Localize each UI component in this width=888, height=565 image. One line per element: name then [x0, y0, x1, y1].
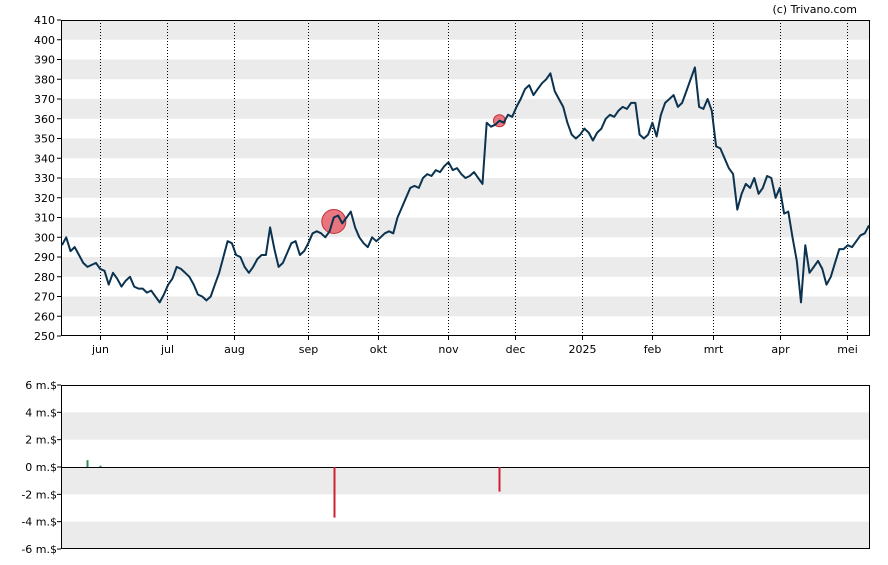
- volume-frame: [61, 385, 870, 549]
- price-band: [61, 178, 870, 198]
- price-band: [61, 217, 870, 238]
- volume-band: [61, 467, 870, 495]
- price-y-tick-label: 340: [34, 152, 55, 165]
- volume-band: [61, 412, 870, 440]
- price-y-tick-label: 250: [34, 330, 55, 343]
- price-panel: 250 260 270 280 290 300 310 320 330 340 350 360 370 3…: [34, 14, 870, 356]
- price-x-tick-label: mei: [837, 343, 858, 356]
- price-y-tick-label: 350: [34, 133, 55, 146]
- price-y-tick-label: 330: [34, 172, 55, 185]
- price-y-tick-label: 380: [34, 73, 55, 86]
- volume-y-tick-label: -4 m.$: [21, 516, 57, 529]
- volume-y-tick-label: -2 m.$: [21, 488, 57, 501]
- price-y-tick-label: 280: [34, 271, 55, 284]
- price-x-tick-label: aug: [224, 343, 245, 356]
- insider-volume-panel: 6 m.$ 4 m.$ 2 m.$ 0 m.$ -2 m.$ -4 m.$ -6 m.$: [21, 379, 870, 556]
- price-frame: [61, 20, 870, 336]
- price-y-tick-label: 390: [34, 54, 55, 67]
- price-x-tick-label: dec: [506, 343, 526, 356]
- price-x-tick-label: mrt: [704, 343, 724, 356]
- price-x-tick-label: feb: [644, 343, 662, 356]
- price-band: [61, 99, 870, 119]
- volume-band: [61, 521, 870, 549]
- price-band: [61, 296, 870, 317]
- volume-y-ticks: 6 m.$ 4 m.$ 2 m.$ 0 m.$ -2 m.$ -4 m.$ -6 m.$: [21, 379, 61, 556]
- price-y-tick-label: 270: [34, 291, 55, 304]
- volume-y-tick-label: 0 m.$: [25, 461, 57, 474]
- volume-bars: [86, 460, 501, 518]
- volume-y-tick-label: 4 m.$: [25, 406, 57, 419]
- price-bands: [61, 20, 870, 317]
- trade-marker: [321, 208, 347, 234]
- price-y-tick-label: 320: [34, 192, 55, 205]
- price-y-ticks: 250 260 270 280 290 300 310 320 330 340 350 360 370 3…: [34, 14, 61, 343]
- price-x-tick-label: jul: [160, 343, 174, 356]
- price-band: [61, 138, 870, 159]
- price-y-tick-label: 300: [34, 231, 55, 244]
- price-band: [61, 59, 870, 80]
- price-x-tick-label: jun: [91, 343, 109, 356]
- price-x-tick-label: 2025: [569, 343, 597, 356]
- price-y-tick-label: 400: [34, 34, 55, 47]
- price-x-tick-label: okt: [370, 343, 388, 356]
- price-band: [61, 257, 870, 277]
- price-band: [61, 20, 870, 40]
- price-y-tick-label: 290: [34, 251, 55, 264]
- price-y-tick-label: 310: [34, 212, 55, 225]
- price-x-ticks: jun jul aug sep okt nov dec 2025 feb mrt apr mei: [91, 336, 858, 356]
- trade-markers: [321, 114, 506, 234]
- volume-y-tick-label: -6 m.$: [21, 543, 57, 556]
- volume-bands: [61, 412, 870, 549]
- credit-text: (c) Trivano.com: [772, 3, 857, 16]
- price-y-tick-label: 370: [34, 93, 55, 106]
- volume-y-tick-label: 2 m.$: [25, 434, 57, 447]
- price-y-tick-label: 260: [34, 310, 55, 323]
- price-y-tick-label: 410: [34, 14, 55, 27]
- price-x-tick-label: apr: [771, 343, 790, 356]
- price-x-tick-label: sep: [299, 343, 318, 356]
- price-x-tick-label: nov: [438, 343, 459, 356]
- price-line: [61, 66, 870, 304]
- volume-y-tick-label: 6 m.$: [25, 379, 57, 392]
- price-y-tick-label: 360: [34, 113, 55, 126]
